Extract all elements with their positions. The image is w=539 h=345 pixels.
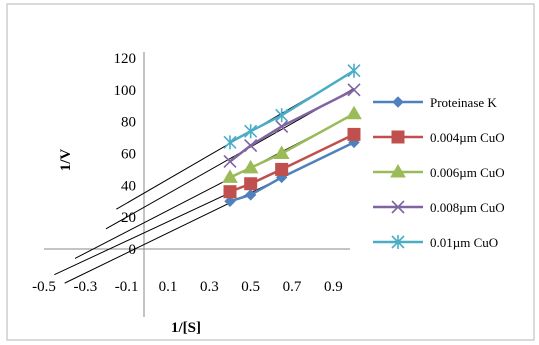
data-point bbox=[242, 159, 259, 174]
data-point bbox=[392, 96, 404, 108]
x-tick-label: 0.7 bbox=[283, 279, 302, 295]
data-point bbox=[224, 195, 236, 207]
series-line bbox=[229, 88, 355, 163]
data-point bbox=[273, 145, 290, 159]
data-point bbox=[391, 200, 405, 214]
x-tick-label: 0.5 bbox=[241, 279, 260, 295]
data-point bbox=[275, 119, 289, 134]
legend-label: 0.004µm CuO bbox=[430, 130, 505, 145]
x-tick-label: 0.1 bbox=[159, 279, 178, 295]
data-point bbox=[223, 154, 237, 169]
legend-label: 0.008µm CuO bbox=[430, 200, 505, 215]
series-line bbox=[229, 69, 355, 144]
data-point bbox=[346, 105, 362, 120]
y-tick-label: 40 bbox=[121, 178, 136, 194]
data-point bbox=[390, 164, 406, 178]
data-point bbox=[244, 177, 258, 191]
legend-label: 0.006µm CuO bbox=[430, 165, 505, 180]
y-tick-label: 100 bbox=[114, 83, 137, 99]
data-point bbox=[391, 235, 405, 249]
data-point bbox=[223, 135, 237, 150]
y-tick-label: 60 bbox=[121, 147, 136, 163]
data-point bbox=[347, 63, 361, 78]
data-point bbox=[347, 127, 361, 141]
y-axis-title: 1/V bbox=[58, 149, 74, 172]
x-axis-title: 1/[S] bbox=[171, 320, 201, 336]
data-point bbox=[275, 162, 289, 176]
y-tick-label: 120 bbox=[114, 51, 137, 67]
series-line bbox=[229, 112, 355, 179]
data-point bbox=[275, 108, 289, 123]
series-line bbox=[229, 133, 355, 193]
data-point bbox=[244, 138, 258, 153]
legend-label: 0.01µm CuO bbox=[430, 235, 498, 250]
legend-label: Proteinase K bbox=[430, 95, 497, 110]
x-tick-label: 0.3 bbox=[200, 279, 219, 295]
data-point bbox=[244, 189, 257, 201]
chart-border bbox=[6, 3, 535, 341]
y-tick-label: 80 bbox=[121, 115, 136, 131]
data-point bbox=[222, 169, 238, 183]
x-tick-label: -0.1 bbox=[115, 279, 139, 295]
x-tick-label: 0.9 bbox=[324, 279, 343, 295]
legend: Proteinase K 0.004µm CuO 0.006µm CuO 0.008µ… bbox=[373, 95, 505, 250]
data-point bbox=[391, 130, 405, 144]
data-point bbox=[223, 185, 237, 199]
x-tick-label: -0.5 bbox=[32, 279, 56, 295]
x-tick-label: -0.3 bbox=[73, 279, 97, 295]
data-point bbox=[347, 83, 361, 97]
series-line bbox=[229, 141, 355, 203]
data-point bbox=[244, 124, 258, 139]
plot-area: 020406080100120-0.5-0.3-0.10.10.30.50.70… bbox=[32, 51, 362, 317]
